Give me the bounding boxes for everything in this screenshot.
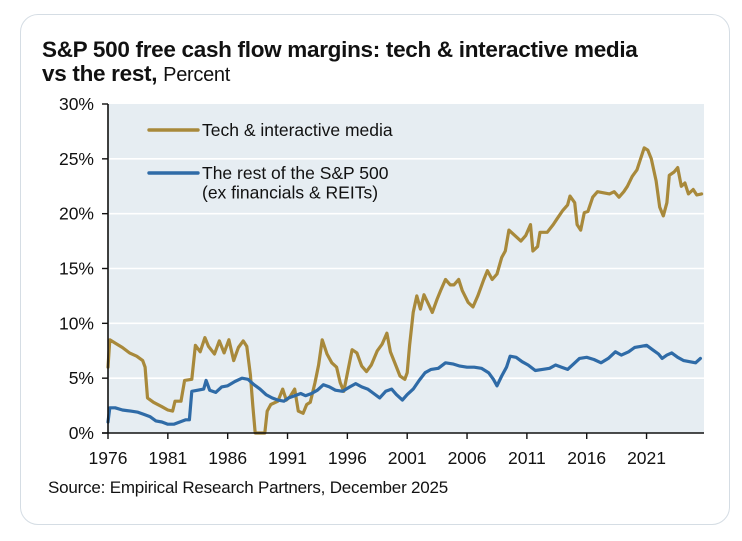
legend: Tech & interactive media The rest of the … [147,120,393,203]
x-tick-label: 1996 [328,448,367,468]
legend-label: Tech & interactive media [202,120,393,140]
title-line-2: vs the rest, [42,61,158,86]
x-tick-label: 1991 [268,448,307,468]
y-tick-label: 20% [59,204,94,224]
series-lines [106,146,704,435]
x-tick-label: 1981 [148,448,187,468]
y-tick-label: 25% [59,149,94,169]
x-tick-label: 1986 [208,448,247,468]
source-note: Source: Empirical Research Partners, Dec… [48,478,449,497]
axes: 0% 5% 10% 15% 20% 25% 30% 1976 1981 1986 1991 1996 2… [59,94,704,468]
y-tick-label: 0% [69,423,94,443]
y-tick-label: 5% [69,368,94,388]
legend-label: The rest of the S&P 500 [202,163,389,183]
title-line-1: S&P 500 free cash flow margins: tech & i… [42,37,638,62]
x-tick-label: 2006 [448,448,487,468]
x-tick-label: 2001 [388,448,427,468]
title-unit: Percent [163,64,230,86]
series-line-tech [106,146,704,435]
x-tick-label: 2021 [627,448,666,468]
legend-label: (ex financials & REITs) [202,183,378,203]
chart-title: S&P 500 free cash flow margins: tech & i… [42,38,732,87]
y-tick-label: 30% [59,94,94,114]
y-tick-label: 10% [59,313,94,333]
x-tick-label: 2016 [567,448,606,468]
x-tick-label: 2011 [508,448,546,468]
y-tick-label: 15% [59,259,94,279]
x-tick-label: 1976 [89,448,128,468]
series-line-rest [106,343,702,426]
